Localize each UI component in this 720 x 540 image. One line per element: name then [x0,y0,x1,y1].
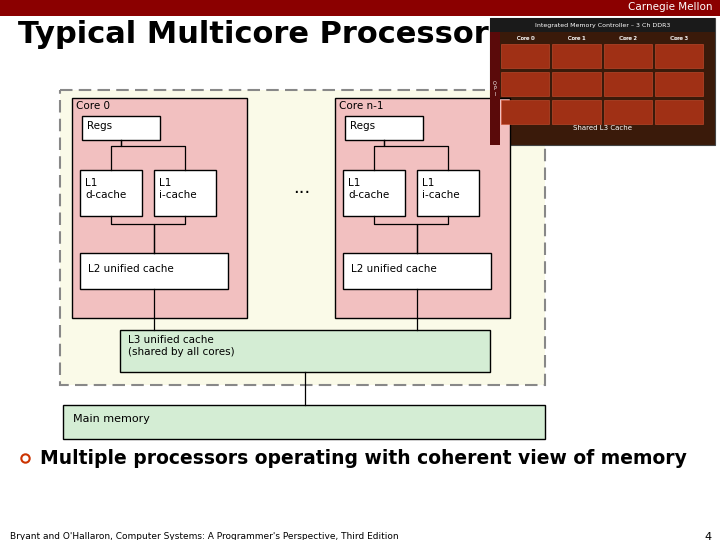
Text: Bryant and O'Hallaron, Computer Systems: A Programmer's Perspective, Third Editi: Bryant and O'Hallaron, Computer Systems:… [10,532,399,540]
Bar [552,100,600,124]
Bar [501,72,549,96]
Bar [654,72,703,96]
Text: Main memory: Main memory [73,414,150,424]
Bar [501,44,549,68]
Bar [343,170,405,216]
Text: Regs: Regs [87,121,112,131]
Text: Typical Multicore Processor: Typical Multicore Processor [18,20,489,49]
Text: L1
d-cache: L1 d-cache [348,178,390,200]
Text: Core 1: Core 1 [568,36,586,40]
Text: Carnegie Mellon: Carnegie Mellon [629,2,713,12]
Text: L1
i-cache: L1 i-cache [422,178,459,200]
Text: Core 3: Core 3 [671,36,688,40]
Text: Shared L3 Cache: Shared L3 Cache [573,125,632,131]
Text: 4: 4 [705,532,712,540]
Text: Core 3: Core 3 [670,36,688,40]
Bar [345,116,423,140]
Text: Core 2: Core 2 [619,36,637,40]
Text: L3 unified cache
(shared by all cores): L3 unified cache (shared by all cores) [128,335,235,356]
Text: Core 0: Core 0 [517,36,534,40]
Text: Multiple processors operating with coherent view of memory: Multiple processors operating with coher… [40,449,687,469]
Text: L2 unified cache: L2 unified cache [351,264,437,274]
Bar [120,330,490,372]
Text: Core 2: Core 2 [620,36,636,40]
Bar [501,100,549,124]
Bar [0,0,720,16]
Bar [80,170,142,216]
Text: L1
i-cache: L1 i-cache [159,178,197,200]
Bar [154,170,216,216]
Bar [490,32,500,145]
Text: L2 unified cache: L2 unified cache [88,264,174,274]
Bar [80,253,228,289]
Bar [603,44,652,68]
Bar [552,44,600,68]
Bar [82,116,160,140]
Bar [335,98,510,318]
Text: Core 0: Core 0 [517,36,534,40]
Text: L1
d-cache: L1 d-cache [85,178,126,200]
Text: Core n-1: Core n-1 [339,101,384,111]
Bar [654,44,703,68]
Text: Core 1: Core 1 [568,36,585,40]
Bar [603,72,652,96]
Bar [552,72,600,96]
Text: Q
P
I: Q P I [493,80,497,97]
Bar [72,98,247,318]
Bar [60,90,545,385]
Text: Integrated Memory Controller – 3 Ch DDR3: Integrated Memory Controller – 3 Ch DDR3 [535,23,670,28]
Bar [603,100,652,124]
Bar [654,100,703,124]
Text: Core 0: Core 0 [76,101,110,111]
Bar [490,18,715,32]
Bar [490,18,715,145]
Bar [417,170,479,216]
Text: Regs: Regs [350,121,375,131]
Bar [343,253,491,289]
Bar [63,405,545,439]
Text: ...: ... [293,179,310,197]
